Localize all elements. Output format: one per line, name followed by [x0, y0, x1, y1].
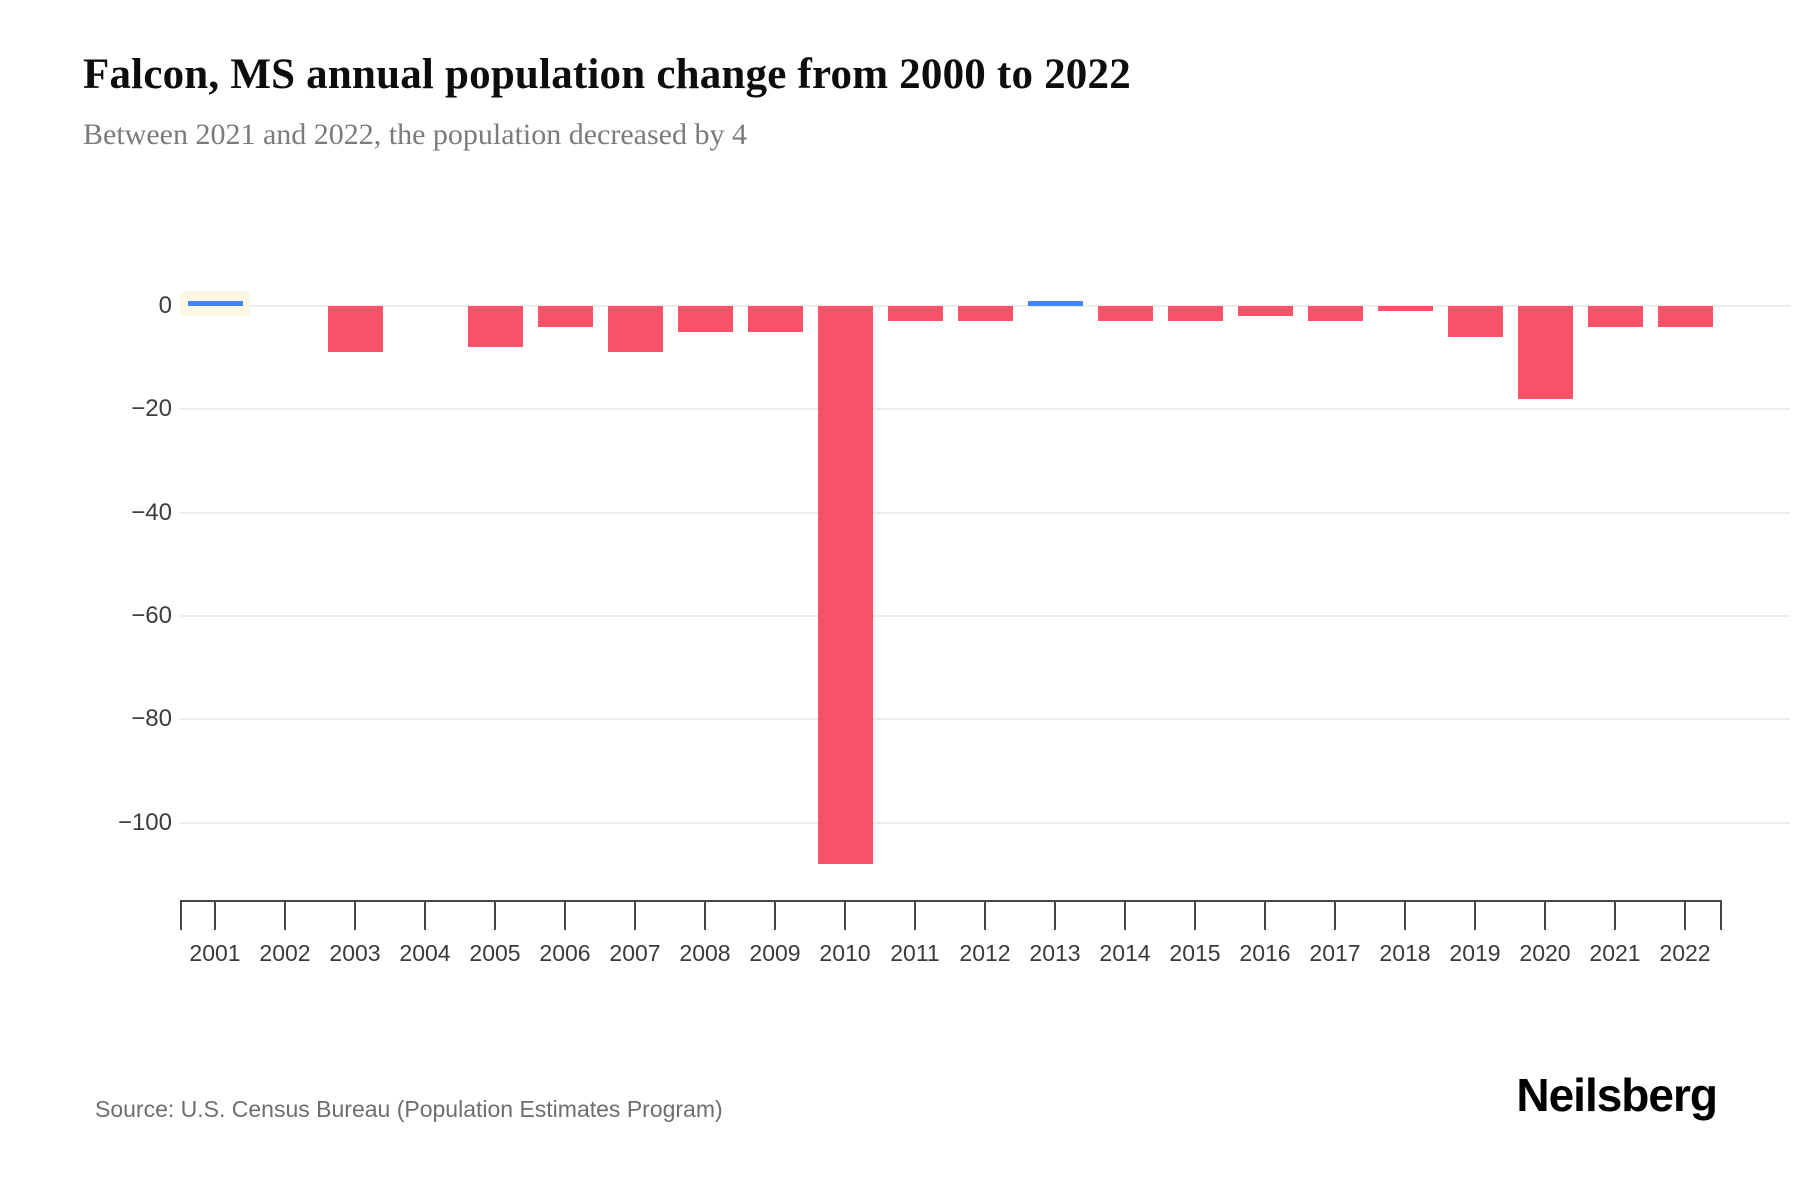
- x-axis-tick-2017: [1334, 901, 1336, 930]
- x-axis-tick-2021: [1614, 901, 1616, 930]
- x-axis-label-2013: 2013: [1029, 940, 1081, 966]
- x-axis-tick-2019: [1474, 901, 1476, 930]
- y-axis-label--40: −40: [131, 498, 172, 526]
- x-axis-label-2014: 2014: [1099, 940, 1151, 966]
- x-axis-tick-2009: [774, 901, 776, 930]
- x-axis-tick-2015: [1194, 901, 1196, 930]
- bar-2008[interactable]: [677, 306, 733, 332]
- neilsberg-logo: Neilsberg: [1516, 1069, 1718, 1121]
- x-axis-label-2006: 2006: [539, 940, 591, 966]
- x-axis-tick-2002: [284, 901, 286, 930]
- x-axis-tick-2012: [984, 901, 986, 930]
- x-axis-label-2020: 2020: [1519, 940, 1571, 966]
- y-axis-label--80: −80: [131, 705, 172, 733]
- source-note: Source: U.S. Census Bureau (Population E…: [95, 1096, 723, 1122]
- bar-2019[interactable]: [1447, 306, 1503, 337]
- x-axis-tick-2001: [214, 901, 216, 930]
- x-axis-tick-2022: [1684, 901, 1686, 930]
- x-axis-label-2004: 2004: [399, 940, 451, 966]
- bar-2003[interactable]: [327, 306, 383, 353]
- x-axis-tick-2005: [494, 901, 496, 930]
- x-axis-label-2011: 2011: [890, 940, 940, 966]
- x-axis-edge-tick-left: [180, 901, 182, 930]
- gridline--40: [180, 511, 1790, 514]
- y-axis-label--60: −60: [131, 601, 172, 629]
- bar-2010[interactable]: [817, 306, 873, 864]
- y-axis-label-0: 0: [158, 292, 172, 319]
- bar-2017[interactable]: [1307, 306, 1363, 322]
- bar-2015[interactable]: [1167, 306, 1223, 322]
- y-axis-label--20: −20: [131, 395, 172, 423]
- x-axis-tick-2004: [424, 901, 426, 930]
- x-axis-tick-2003: [354, 901, 356, 930]
- x-axis-tick-2013: [1054, 901, 1056, 930]
- x-axis-label-2019: 2019: [1449, 940, 1501, 966]
- bar-2006[interactable]: [537, 306, 593, 327]
- x-axis-label-2002: 2002: [259, 940, 311, 966]
- y-axis-label--100: −100: [117, 808, 172, 836]
- x-axis-tick-2008: [704, 901, 706, 930]
- x-axis-tick-2018: [1404, 901, 1406, 930]
- x-axis-tick-2006: [564, 901, 566, 930]
- x-axis-label-2003: 2003: [329, 940, 381, 966]
- gridline--100: [180, 821, 1790, 824]
- x-axis-label-2001: 2001: [189, 940, 241, 966]
- bar-2012[interactable]: [957, 306, 1013, 322]
- x-axis-label-2017: 2017: [1309, 940, 1361, 966]
- x-axis-label-2015: 2015: [1169, 940, 1221, 966]
- x-axis-label-2010: 2010: [819, 940, 871, 966]
- bar-2022[interactable]: [1657, 306, 1713, 327]
- x-axis-label-2022: 2022: [1659, 940, 1711, 966]
- gridline--60: [180, 614, 1790, 617]
- x-axis-tick-2016: [1264, 901, 1266, 930]
- bar-2014[interactable]: [1097, 306, 1153, 322]
- chart-subtitle: Between 2021 and 2022, the population de…: [83, 118, 747, 151]
- bar-2018[interactable]: [1377, 306, 1433, 312]
- x-axis-label-2012: 2012: [959, 940, 1011, 966]
- x-axis-label-2016: 2016: [1239, 940, 1291, 966]
- bar-2009[interactable]: [747, 306, 803, 332]
- x-axis-line: [180, 900, 1722, 902]
- x-axis-label-2021: 2021: [1589, 940, 1641, 966]
- bar-2016[interactable]: [1237, 306, 1293, 317]
- x-axis-edge-tick-right: [1720, 901, 1722, 930]
- x-axis-tick-2011: [914, 901, 916, 930]
- gridline--80: [180, 718, 1790, 721]
- bar-2001[interactable]: [187, 300, 243, 306]
- bar-2021[interactable]: [1587, 306, 1643, 327]
- x-axis-tick-2010: [844, 901, 846, 930]
- x-axis-label-2008: 2008: [679, 940, 731, 966]
- bar-2005[interactable]: [467, 306, 523, 348]
- bar-2013[interactable]: [1027, 300, 1083, 306]
- x-axis-tick-2014: [1124, 901, 1126, 930]
- x-axis-label-2005: 2005: [469, 940, 521, 966]
- bar-2011[interactable]: [887, 306, 943, 322]
- x-axis-tick-2020: [1544, 901, 1546, 930]
- chart-title: Falcon, MS annual population change from…: [83, 51, 1131, 98]
- x-axis-label-2009: 2009: [749, 940, 801, 966]
- bar-2020[interactable]: [1517, 306, 1573, 399]
- x-axis-label-2018: 2018: [1379, 940, 1431, 966]
- x-axis-label-2007: 2007: [609, 940, 661, 966]
- gridline--20: [180, 408, 1790, 411]
- x-axis-tick-2007: [634, 901, 636, 930]
- bar-2007[interactable]: [607, 306, 663, 353]
